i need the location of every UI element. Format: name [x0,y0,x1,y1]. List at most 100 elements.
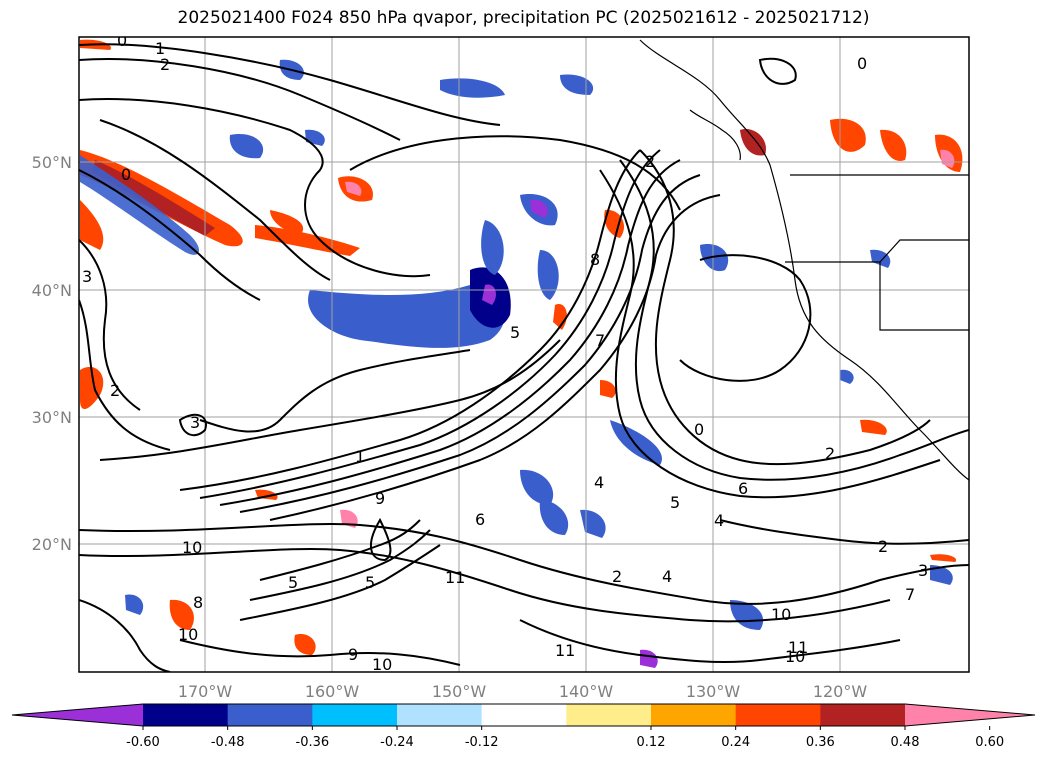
precip-blob [520,469,554,505]
colorbar-tick-label: -0.36 [296,735,330,750]
lon-label: 140°W [559,682,614,701]
precip-blob [308,284,505,348]
precip-blob [940,149,955,168]
plot-area [79,37,969,672]
contour-label: 0 [694,420,704,439]
precip-blob [604,209,625,238]
contour-label: 3 [190,413,200,432]
contour-line [179,639,461,666]
contour-line [599,169,941,499]
colorbar-tick-label: -0.24 [380,735,414,750]
contour-label: 2 [878,537,888,556]
contour-line [679,254,812,382]
coastlines [639,39,969,481]
colorbar-tick-label: 0.60 [975,735,1004,750]
contour-line [79,299,171,451]
contour-line [519,619,901,664]
precip-blob [80,366,104,410]
coastline [689,109,741,161]
contour-line [199,349,471,433]
contour-line [370,517,392,562]
contour-label: 11 [445,568,465,587]
colorbar-segment [227,704,313,726]
precip-blob [640,649,658,668]
precip-blob [730,600,764,630]
colorbar-segment [143,704,229,726]
lat-label: 40°N [32,281,72,300]
contour-label: 2 [645,152,655,171]
colorbar-tick-label: -0.48 [211,735,245,750]
precip-blob [255,225,360,256]
contour-line [249,529,431,601]
colorbar-tick-label: 0.36 [806,735,835,750]
precip-blob [125,594,144,615]
lat-label: 20°N [32,535,72,554]
colorbar-segment [481,704,567,726]
lon-label: 150°W [432,682,487,701]
precip-blob [930,565,953,585]
contour-label: 2 [612,567,622,586]
lat-label: 50°N [32,153,72,172]
contour-label: 4 [594,473,604,492]
contour-label: 1 [355,447,365,466]
precip-blob [740,129,766,156]
colorbar-segment [566,704,652,726]
precip-blob [294,634,316,655]
lat-labels: 50°N 40°N 30°N 20°N [32,153,72,554]
precip-blob [345,181,362,196]
contour-label: 10 [771,605,791,624]
lat-label: 30°N [32,408,72,427]
precip-blob [870,249,891,268]
contour-label: 0 [117,31,127,50]
contour-line [99,119,331,281]
colorbar: -0.60 -0.48 -0.36 -0.24 -0.12 0.12 0.24 0.36 0.4… [11,703,1036,750]
precip-blob [440,78,505,98]
contour-label: 5 [365,573,375,592]
contour-label: 8 [193,593,203,612]
contour-line [178,413,207,437]
colorbar-segment [735,704,821,726]
contour-label: 0 [857,54,867,73]
contour-line [239,544,441,621]
contour-label: 4 [714,511,724,530]
contour-label: 7 [595,331,605,350]
precip-blob [530,199,548,218]
colorbar-segment [820,704,906,726]
contour-line [79,239,141,411]
precip-blob [830,118,866,152]
colorbar-tick-label: 0.48 [891,735,920,750]
colorbar-segment [397,704,483,726]
contour-label: 1 [155,39,165,58]
contour-label: 9 [348,645,358,664]
contour-line [259,519,421,581]
precip-blob [700,244,729,272]
lon-label: 160°W [305,682,360,701]
contour-label: 6 [475,510,485,529]
lon-label: 130°W [686,682,741,701]
precip-blob [229,134,264,159]
colorbar-tick-label: 0.24 [721,735,750,750]
precip-blob [930,554,957,562]
contour-line [349,135,681,211]
contour-label: 5 [670,493,680,512]
precip-blob [840,369,854,384]
plot-frame [78,36,970,673]
gridlines [79,37,969,672]
contour-label: 2 [160,55,170,74]
contour-line [719,519,969,545]
contour-line [758,57,797,85]
lon-label: 170°W [178,682,233,701]
precip-blob [537,250,559,300]
contour-label: 0 [121,165,131,184]
contour-label: 10 [372,655,392,674]
contour-label: 8 [590,250,600,269]
contour-label: 5 [510,323,520,342]
contour-line [219,159,681,506]
contour-line [269,194,721,521]
contour-line [239,174,701,513]
contour-line [79,58,401,141]
colorbar-tick-label: 0.12 [637,735,666,750]
contour-line [79,548,891,623]
contour-label: 3 [82,267,92,286]
contour-line [639,149,931,466]
